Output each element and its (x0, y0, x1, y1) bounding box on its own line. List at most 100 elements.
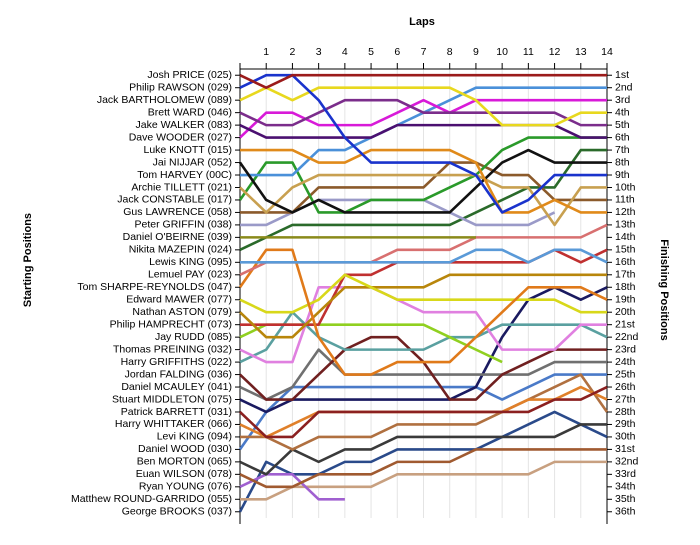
finishing-label: 32nd (615, 456, 639, 468)
starting-label: Dave WOODER (027) (129, 131, 232, 143)
position-line (238, 248, 608, 376)
finishing-label: 12th (615, 206, 636, 218)
finishing-label: 26th (615, 381, 636, 393)
position-line (239, 448, 607, 489)
starting-label: Jack CONSTABLE (017) (117, 194, 232, 206)
starting-label: Euan WILSON (078) (136, 468, 232, 480)
x-tick-label: 12 (549, 46, 561, 58)
starting-label: Matthew ROUND-GARRIDO (055) (71, 493, 232, 505)
starting-label: Daniel O'BEIRNE (039) (123, 231, 232, 243)
starting-label: George BROOKS (037) (122, 506, 232, 518)
starting-label: Lewis KING (095) (149, 256, 232, 268)
position-line (239, 273, 607, 339)
position-line (240, 460, 607, 501)
position-line (239, 98, 607, 139)
finishing-label: 33rd (615, 468, 636, 480)
x-tick-label: 7 (421, 46, 427, 58)
position-line (239, 73, 607, 90)
position-line (239, 473, 345, 501)
starting-label: Ben MORTON (065) (137, 456, 232, 468)
starting-label: Philip HAMPRECHT (073) (110, 318, 232, 330)
finishing-label: 19th (615, 294, 636, 306)
starting-label: Edward MAWER (077) (126, 294, 232, 306)
position-line (238, 148, 607, 214)
starting-label: Jack BARTHOLOMEW (089) (97, 94, 232, 106)
x-tick-label: 9 (473, 46, 479, 58)
finishing-label: 15th (615, 244, 636, 256)
x-tick-label: 5 (368, 46, 374, 58)
y2-axis-label: Finishing Positions (658, 239, 670, 340)
finishing-label: 31st (615, 443, 635, 455)
finishing-label: 5th (615, 119, 630, 131)
x-tick-label: 3 (316, 46, 322, 58)
position-line (238, 410, 608, 513)
position-line (239, 86, 607, 127)
finishing-label: 34th (615, 481, 636, 493)
position-line (239, 310, 608, 364)
finishing-label: 7th (615, 144, 630, 156)
starting-label: Harry GRIFFITHS (022) (121, 356, 232, 368)
finishing-label: 29th (615, 418, 636, 430)
starting-label: Lemuel PAY (023) (148, 269, 232, 281)
finishing-label: 13th (615, 219, 636, 231)
finishing-label: 3rd (615, 94, 630, 106)
position-line (239, 173, 607, 227)
finishing-label: 6th (615, 131, 630, 143)
position-line (239, 385, 608, 439)
position-line (240, 373, 609, 451)
starting-label: Patrick BARRETT (031) (121, 406, 232, 418)
x-tick-label: 14 (601, 46, 613, 58)
finishing-label: 23rd (615, 343, 636, 355)
position-line (239, 148, 607, 252)
starting-label: Gus LAWRENCE (058) (123, 206, 232, 218)
finishing-label: 35th (615, 493, 636, 505)
starting-label: Brett WARD (046) (148, 106, 232, 118)
starting-label: Daniel MCAULEY (041) (121, 381, 232, 393)
chart-title: Laps (409, 16, 435, 28)
position-line (238, 136, 607, 214)
starting-label: Tom SHARPE-REYNOLDS (047) (77, 281, 232, 293)
starting-label: Ryan YOUNG (076) (139, 481, 232, 493)
position-line (239, 348, 607, 401)
starting-label: Thomas PREINING (032) (113, 343, 232, 355)
finishing-label: 4th (615, 106, 630, 118)
position-line (240, 248, 608, 264)
position-line (239, 285, 608, 414)
starting-label: Harry WHITTAKER (066) (115, 418, 232, 430)
position-line (239, 285, 607, 364)
starting-label: Peter GRIFFIN (038) (135, 219, 232, 231)
starting-label: Archie TILLETT (021) (131, 181, 232, 193)
finishing-label: 14th (615, 231, 636, 243)
finishing-label: 8th (615, 156, 630, 168)
starting-label: Daniel WOOD (030) (138, 443, 232, 455)
starting-label: Nikita MAZEPIN (024) (129, 244, 232, 256)
finishing-label: 20th (615, 306, 636, 318)
position-line (240, 148, 607, 214)
starting-label: Jake WALKER (083) (136, 119, 232, 131)
finishing-label: 16th (615, 256, 636, 268)
finishing-label: 30th (615, 431, 636, 443)
position-line (239, 98, 607, 127)
starting-label: Luke KNOTT (015) (143, 144, 232, 156)
finishing-label: 10th (615, 181, 636, 193)
x-tick-label: 8 (447, 46, 453, 58)
x-tick-label: 2 (290, 46, 296, 58)
position-line (239, 73, 607, 214)
starting-label: Jay RUDD (085) (155, 331, 232, 343)
starting-label: Nathan ASTON (079) (132, 306, 232, 318)
y-axis-label: Starting Positions (22, 213, 34, 307)
finishing-label: 1st (615, 69, 629, 81)
finishing-label: 11th (615, 194, 635, 206)
position-line (239, 273, 607, 314)
finishing-label: 28th (615, 406, 636, 418)
x-tick-label: 4 (342, 46, 348, 58)
x-tick-label: 1 (263, 46, 269, 58)
finishing-label: 9th (615, 169, 630, 181)
x-tick-label: 10 (496, 46, 508, 58)
starting-label: Jai NIJJAR (052) (153, 156, 232, 168)
finishing-label: 22nd (615, 331, 639, 343)
x-tick-label: 6 (394, 46, 400, 58)
starting-label: Stuart MIDDLETON (075) (112, 393, 232, 405)
